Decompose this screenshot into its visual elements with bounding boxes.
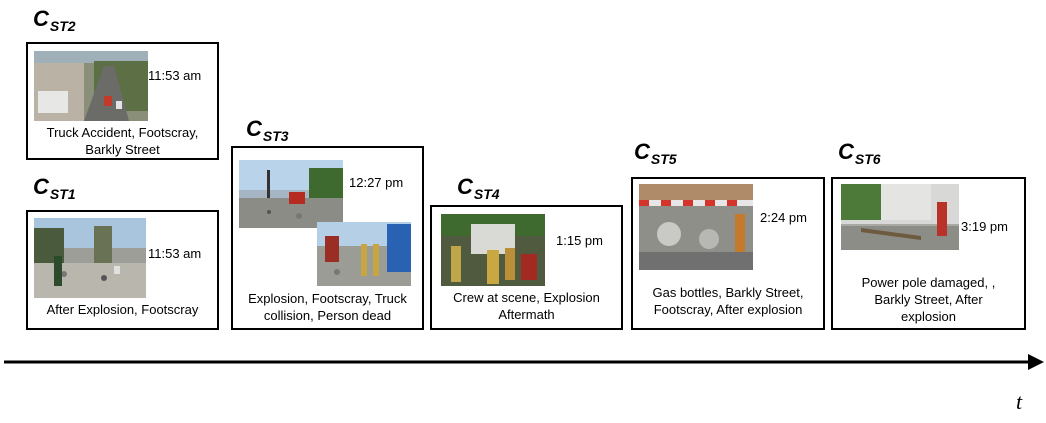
- cluster-label-st6: CST6: [838, 139, 881, 168]
- event-time: 11:53 am: [148, 246, 202, 261]
- cluster-card-st5: 2:24 pm Gas bottles, Barkly Street, Foot…: [631, 177, 825, 330]
- event-caption: Power pole damaged, , Barkly Street, Aft…: [861, 275, 996, 324]
- event-photo: [441, 214, 545, 286]
- cluster-label-st1: CST1: [33, 174, 76, 203]
- cluster-card-st6: 3:19 pm Power pole damaged, , Barkly Str…: [831, 177, 1026, 330]
- cluster-card-st1: 11:53 am After Explosion, Footscray: [26, 210, 219, 330]
- cluster-label-st5: CST5: [634, 139, 677, 168]
- cluster-card-st4: 1:15 pm Crew at scene, Explosion Afterma…: [430, 205, 623, 330]
- cluster-card-st2: 11:53 am Truck Accident, Footscray, Bark…: [26, 42, 219, 160]
- event-caption: Truck Accident, Footscray, Barkly Street: [46, 125, 199, 157]
- event-time: 1:15 pm: [556, 233, 603, 248]
- cluster-label-st4: CST4: [457, 174, 500, 203]
- event-photo: [639, 184, 753, 270]
- event-caption: Crew at scene, Explosion Aftermath: [453, 290, 600, 322]
- cluster-card-st3: 12:27 pm Explosion, Footscray, Truck col…: [231, 146, 424, 330]
- time-axis-label: t: [1016, 389, 1023, 414]
- event-caption: Explosion, Footscray, Truck collision, P…: [248, 291, 407, 323]
- event-photo: [239, 160, 343, 228]
- cluster-label-st2: CST2: [33, 6, 76, 35]
- event-caption: Gas bottles, Barkly Street, Footscray, A…: [652, 285, 804, 317]
- event-photo-secondary: [317, 222, 411, 286]
- event-time: 3:19 pm: [961, 219, 1008, 234]
- event-time: 11:53 am: [148, 68, 202, 83]
- event-caption: After Explosion, Footscray: [46, 302, 199, 317]
- event-time: 2:24 pm: [760, 210, 807, 225]
- event-photo: [841, 184, 959, 250]
- cluster-label-st3: CST3: [246, 116, 289, 145]
- event-time: 12:27 pm: [349, 175, 404, 190]
- event-photo: [34, 218, 146, 298]
- event-photo: [34, 51, 148, 121]
